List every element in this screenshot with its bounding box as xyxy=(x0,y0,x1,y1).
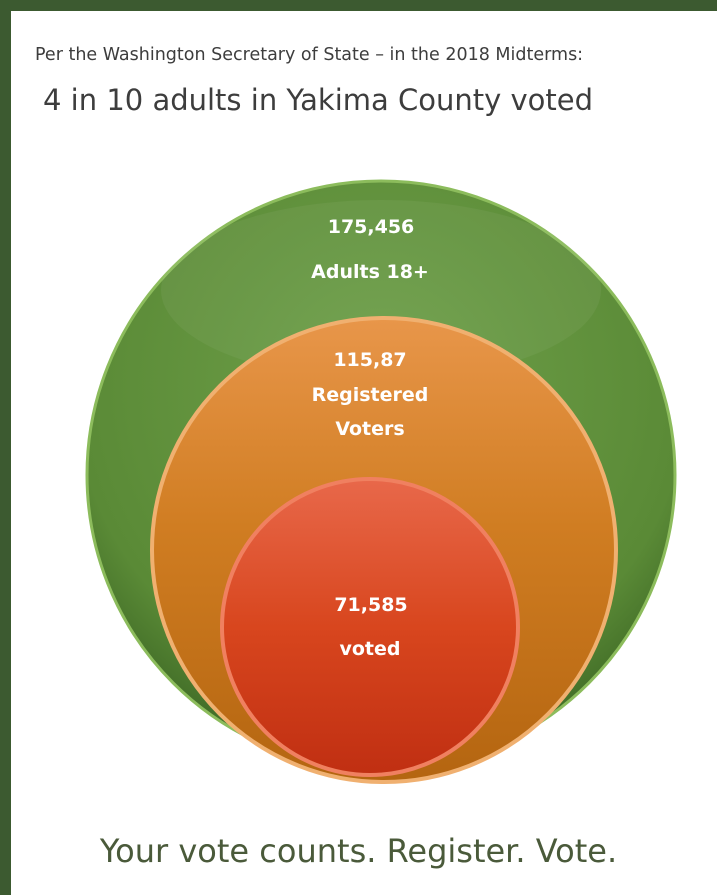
chart-subtitle: Per the Washington Secretary of State – … xyxy=(35,45,584,65)
registered-category-label-line2: Voters xyxy=(335,418,404,440)
footer-message: Your vote counts. Register. Vote. xyxy=(99,832,618,870)
voted-category-label: voted xyxy=(339,638,400,660)
voted-circle xyxy=(220,477,520,777)
adults-circle-highlight xyxy=(161,200,601,380)
chart-title: 4 in 10 adults in Yakima County voted xyxy=(43,83,594,117)
registered-value-label: 115,87 xyxy=(333,349,406,371)
registered-category-label-line1: Registered xyxy=(312,384,429,406)
adults-category-label: Adults 18+ xyxy=(311,261,429,283)
voted-value-label: 71,585 xyxy=(334,594,407,616)
adults-value-label: 175,456 xyxy=(328,216,415,238)
